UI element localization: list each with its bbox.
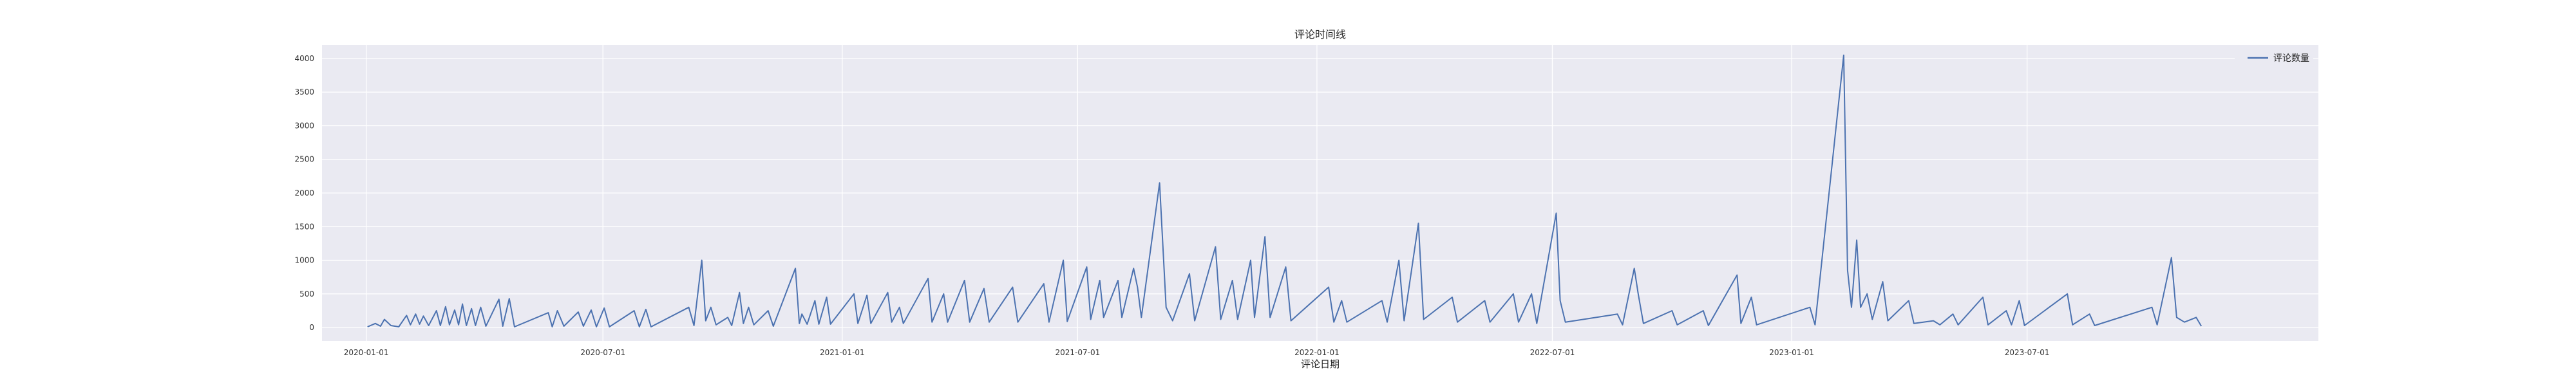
y-tick-label: 0	[309, 323, 314, 332]
x-tick-label: 2020-07-01	[580, 348, 625, 357]
legend: 评论数量	[2235, 50, 2313, 66]
x-tick-label: 2021-07-01	[1055, 348, 1100, 357]
y-tick-label: 2500	[294, 155, 314, 164]
x-gridlines	[366, 45, 2028, 341]
y-tick-label: 3500	[294, 87, 314, 96]
x-tick-label: 2022-07-01	[1530, 348, 1575, 357]
y-tick-label: 500	[299, 290, 314, 299]
x-tick-label: 2021-01-01	[820, 348, 865, 357]
x-tick-label: 2023-07-01	[2005, 348, 2050, 357]
x-tick-label: 2022-01-01	[1294, 348, 1340, 357]
x-tick-label: 2020-01-01	[344, 348, 389, 357]
y-tick-label: 2000	[294, 188, 314, 198]
y-tick-label: 1500	[294, 222, 314, 231]
y-tick-label: 3000	[294, 121, 314, 130]
chart-title: 评论时间线	[1294, 28, 1346, 41]
legend-label: 评论数量	[2273, 53, 2309, 64]
y-tick-label: 4000	[294, 54, 314, 63]
y-tick-label: 1000	[294, 256, 314, 265]
x-tick-labels: 2020-01-01 2020-07-01 2021-01-01 2021-07-01…	[344, 348, 2050, 357]
y-tick-labels: 0 500 1000 1500 2000 2500 3000 3500 4000	[294, 54, 314, 332]
series-line-comment-count	[367, 54, 2202, 327]
x-tick-label: 2023-01-01	[1769, 348, 1814, 357]
x-axis-title: 评论日期	[1301, 358, 1340, 370]
